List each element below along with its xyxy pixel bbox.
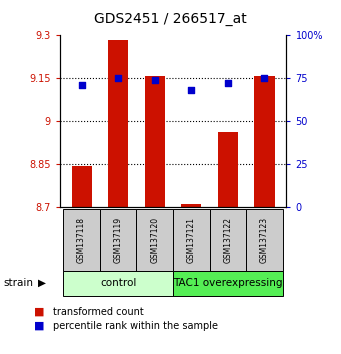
Text: TAC1 overexpressing: TAC1 overexpressing: [173, 278, 283, 288]
Text: GDS2451 / 266517_at: GDS2451 / 266517_at: [94, 12, 247, 27]
Point: [189, 87, 194, 93]
Text: ■: ■: [34, 321, 45, 331]
Text: strain: strain: [3, 278, 33, 288]
Bar: [145, 76, 165, 207]
Text: GSM137119: GSM137119: [114, 217, 123, 263]
Bar: [218, 132, 238, 207]
Point: [262, 75, 267, 81]
Text: GSM137118: GSM137118: [77, 217, 86, 263]
FancyBboxPatch shape: [210, 209, 246, 271]
Bar: [72, 166, 92, 207]
Bar: [181, 204, 202, 207]
FancyBboxPatch shape: [173, 209, 210, 271]
Text: percentile rank within the sample: percentile rank within the sample: [53, 321, 218, 331]
FancyBboxPatch shape: [246, 209, 283, 271]
FancyBboxPatch shape: [173, 271, 283, 296]
FancyBboxPatch shape: [136, 209, 173, 271]
Text: control: control: [100, 278, 136, 288]
Bar: [108, 40, 128, 207]
Point: [225, 81, 231, 86]
FancyBboxPatch shape: [63, 271, 173, 296]
FancyBboxPatch shape: [100, 209, 136, 271]
Text: ▶: ▶: [38, 278, 45, 288]
Bar: [254, 76, 275, 207]
Text: GSM137123: GSM137123: [260, 217, 269, 263]
FancyBboxPatch shape: [63, 209, 100, 271]
Point: [116, 75, 121, 81]
Text: GSM137121: GSM137121: [187, 217, 196, 263]
Text: ■: ■: [34, 307, 45, 316]
Point: [152, 77, 158, 83]
Text: GSM137122: GSM137122: [223, 217, 233, 263]
Point: [79, 82, 84, 88]
Text: transformed count: transformed count: [53, 307, 144, 316]
Text: GSM137120: GSM137120: [150, 217, 159, 263]
